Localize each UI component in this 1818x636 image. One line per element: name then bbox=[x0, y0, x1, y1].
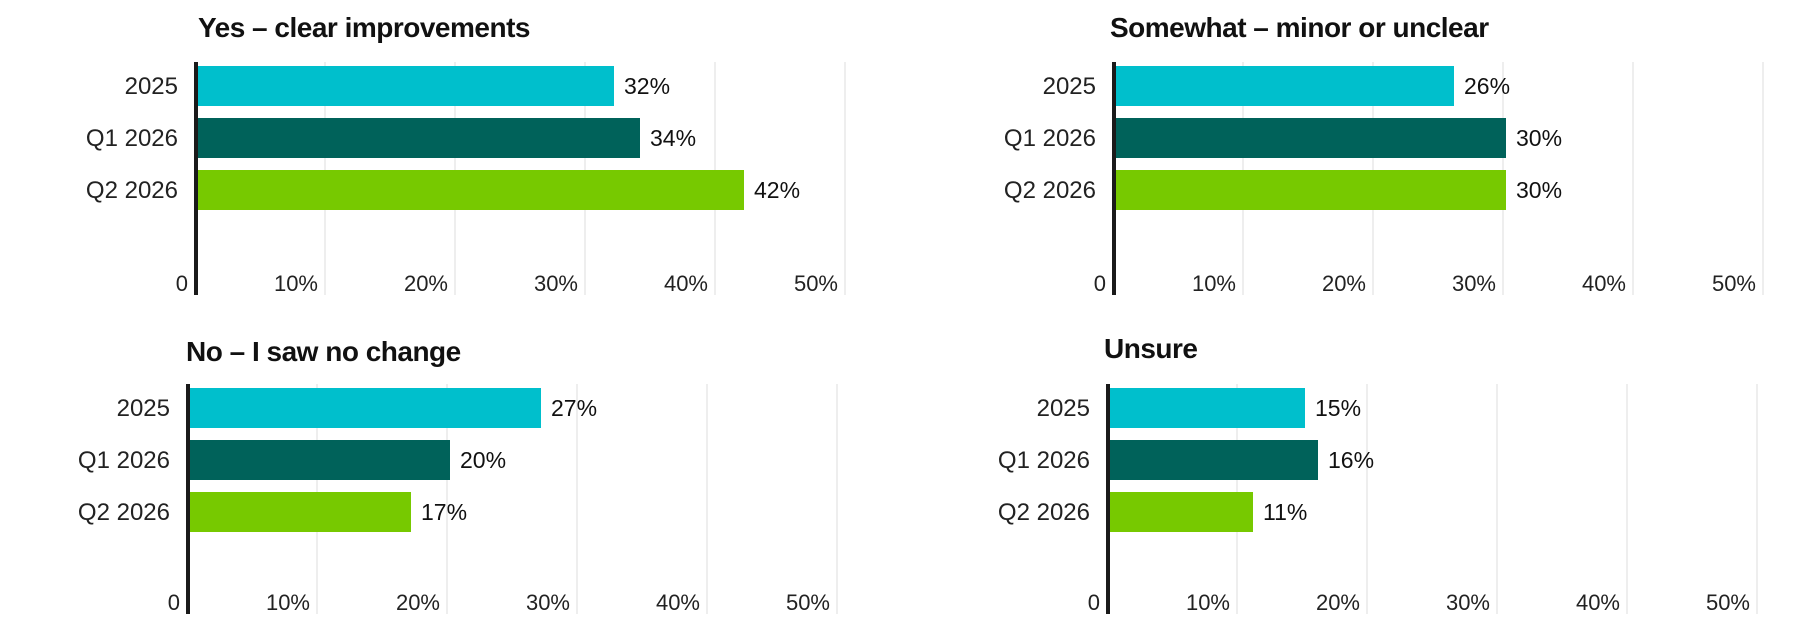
chart-panel-somewhat: Somewhat – minor or unclear 2025 26% Q1 20… bbox=[960, 12, 1818, 312]
tick-label: 0 bbox=[1094, 271, 1106, 296]
tick-label: 50% bbox=[786, 590, 830, 615]
tick-label: 10% bbox=[274, 271, 318, 296]
category-label: Q1 2026 bbox=[78, 447, 170, 474]
bar bbox=[1116, 66, 1454, 106]
tick-label: 20% bbox=[1322, 271, 1366, 296]
bar bbox=[198, 66, 614, 106]
category-label: Q2 2026 bbox=[1004, 177, 1096, 204]
bar bbox=[1110, 492, 1253, 532]
category-label: Q1 2026 bbox=[998, 447, 1090, 474]
chart-panel-yes: Yes – clear improvements 2025 32% Q1 2026 3… bbox=[40, 12, 920, 312]
bar bbox=[190, 440, 450, 480]
tick-label: 10% bbox=[1186, 590, 1230, 615]
chart-panel-no: No – I saw no change 2025 27% Q1 2026 20% Q2… bbox=[40, 336, 920, 636]
bar bbox=[1110, 440, 1318, 480]
value-label: 15% bbox=[1315, 395, 1361, 421]
bar bbox=[190, 388, 541, 428]
bar-chart: 2025 15% Q1 2026 16% Q2 2026 11% 0 10% 20% 30% 40%… bbox=[998, 384, 1758, 615]
value-label: 20% bbox=[460, 447, 506, 473]
tick-label: 50% bbox=[794, 271, 838, 296]
chart-title: Yes – clear improvements bbox=[198, 12, 530, 43]
value-label: 27% bbox=[551, 395, 597, 421]
chart-title: Somewhat – minor or unclear bbox=[1110, 12, 1489, 43]
tick-label: 30% bbox=[1452, 271, 1496, 296]
bar bbox=[198, 170, 744, 210]
value-label: 17% bbox=[421, 499, 467, 525]
value-label: 30% bbox=[1516, 177, 1562, 203]
value-label: 11% bbox=[1263, 499, 1307, 525]
category-label: 2025 bbox=[117, 395, 170, 422]
category-label: 2025 bbox=[1037, 395, 1090, 422]
chart-title: Unsure bbox=[1104, 333, 1198, 364]
tick-label: 20% bbox=[1316, 590, 1360, 615]
tick-label: 20% bbox=[404, 271, 448, 296]
value-label: 42% bbox=[754, 177, 800, 203]
tick-label: 10% bbox=[266, 590, 310, 615]
tick-label: 50% bbox=[1706, 590, 1750, 615]
tick-label: 40% bbox=[664, 271, 708, 296]
bar bbox=[1116, 170, 1506, 210]
bar-chart: 2025 32% Q1 2026 34% Q2 2026 42% 0 10% 20% 30% 40%… bbox=[86, 62, 846, 296]
value-label: 34% bbox=[650, 125, 696, 151]
tick-label: 50% bbox=[1712, 271, 1756, 296]
value-label: 16% bbox=[1328, 447, 1374, 473]
tick-label: 0 bbox=[168, 590, 180, 615]
bar bbox=[198, 118, 640, 158]
chart-panel-unsure: Unsure 2025 15% Q1 2026 16% Q2 2026 11% 0 10% 20… bbox=[960, 333, 1818, 636]
tick-label: 0 bbox=[176, 271, 188, 296]
tick-label: 30% bbox=[526, 590, 570, 615]
tick-label: 30% bbox=[534, 271, 578, 296]
category-label: 2025 bbox=[125, 73, 178, 100]
tick-label: 20% bbox=[396, 590, 440, 615]
category-label: 2025 bbox=[1043, 73, 1096, 100]
category-label: Q2 2026 bbox=[86, 177, 178, 204]
bar bbox=[190, 492, 411, 532]
category-label: Q2 2026 bbox=[998, 499, 1090, 526]
value-label: 30% bbox=[1516, 125, 1562, 151]
chart-title: No – I saw no change bbox=[186, 336, 461, 367]
category-label: Q2 2026 bbox=[78, 499, 170, 526]
tick-label: 40% bbox=[1582, 271, 1626, 296]
category-label: Q1 2026 bbox=[86, 125, 178, 152]
category-label: Q1 2026 bbox=[1004, 125, 1096, 152]
tick-label: 0 bbox=[1088, 590, 1100, 615]
value-label: 26% bbox=[1464, 73, 1510, 99]
tick-label: 30% bbox=[1446, 590, 1490, 615]
tick-label: 40% bbox=[656, 590, 700, 615]
bar-chart: 2025 27% Q1 2026 20% Q2 2026 17% 0 10% 20% 30% 40%… bbox=[78, 384, 838, 615]
value-label: 32% bbox=[624, 73, 670, 99]
tick-label: 10% bbox=[1192, 271, 1236, 296]
bar bbox=[1116, 118, 1506, 158]
bar-chart: 2025 26% Q1 2026 30% Q2 2026 30% 0 10% 20% 30% 40%… bbox=[1004, 62, 1764, 296]
tick-label: 40% bbox=[1576, 590, 1620, 615]
bar bbox=[1110, 388, 1305, 428]
